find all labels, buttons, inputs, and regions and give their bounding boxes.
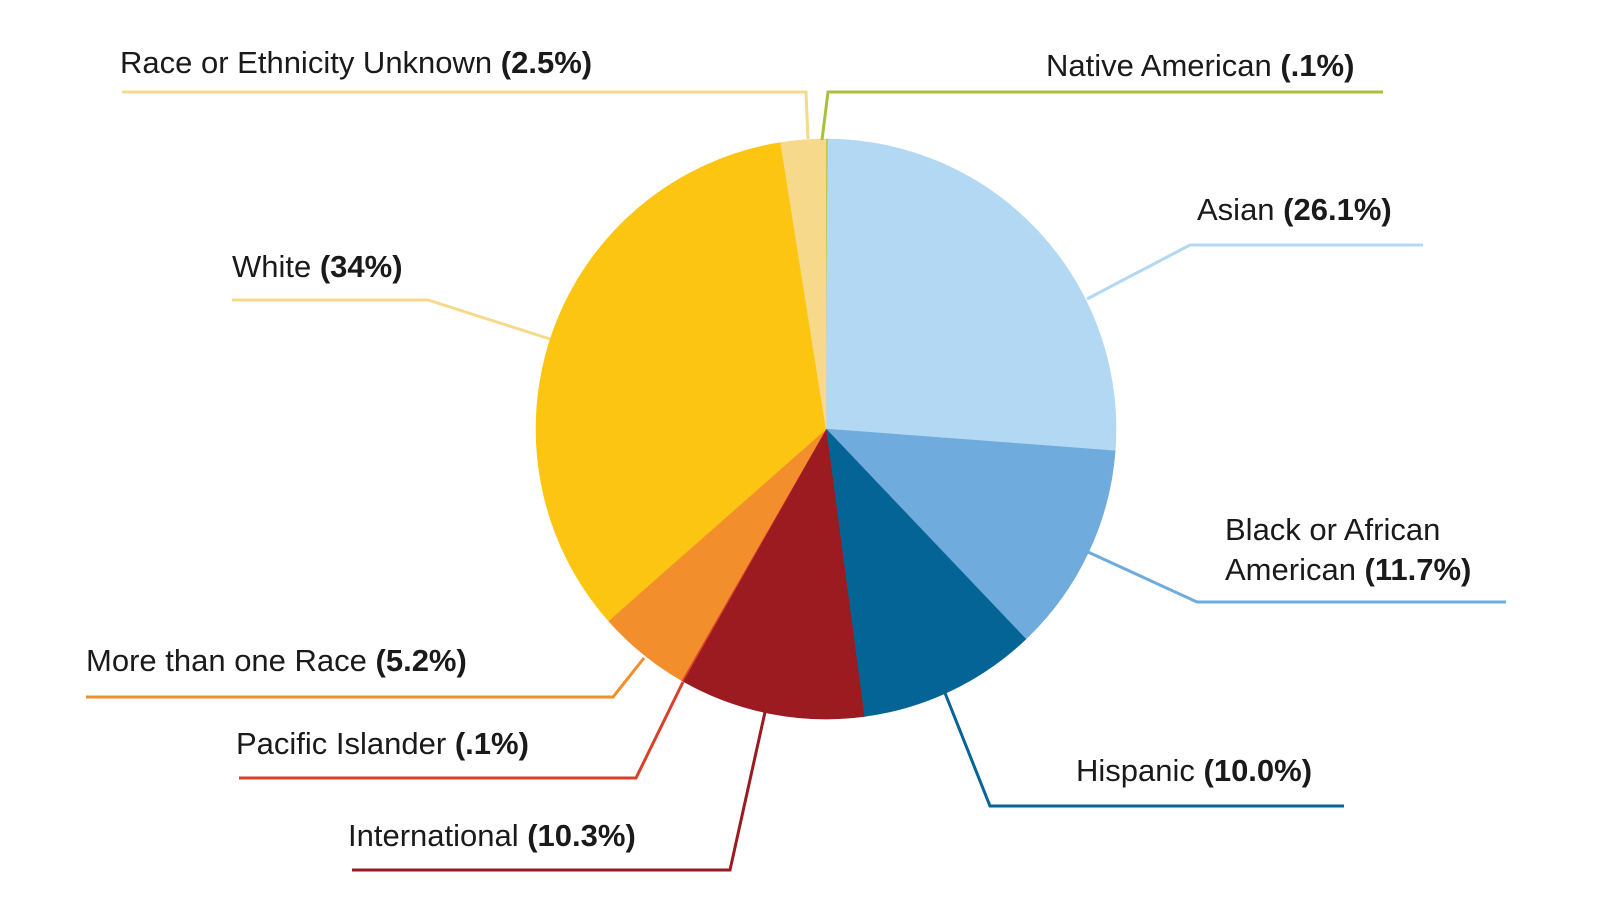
pie-slices xyxy=(535,138,1117,720)
slice-label-race-or-ethnicity-unknown: Race or Ethnicity Unknown (2.5%) xyxy=(120,45,592,80)
leader-line-white xyxy=(232,298,551,341)
leader-line-race-or-ethnicity-unknown xyxy=(122,90,810,140)
slice-label-international: International (10.3%) xyxy=(348,818,636,853)
slice-label-hispanic: Hispanic (10.0%) xyxy=(1076,753,1312,788)
slice-value-black-or-african-american: (11.7%) xyxy=(1365,552,1472,587)
pie-slice-white xyxy=(535,142,827,622)
slice-value-race-or-ethnicity-unknown: (2.5%) xyxy=(501,45,592,80)
pie-slice-race-or-ethnicity-unknown xyxy=(780,138,827,430)
slice-label-white: White (34%) xyxy=(232,249,403,284)
slice-value-pacific-islander: (.1%) xyxy=(455,726,529,761)
slice-value-white: (34%) xyxy=(320,249,403,284)
slice-label-pacific-islander: Pacific Islander (.1%) xyxy=(236,726,529,761)
leader-line-international xyxy=(352,711,767,872)
slice-label-black-or-african-american-line-1: Black or African xyxy=(1225,512,1440,547)
slice-labels: Native American (.1%) Asian (26.1%) Black … xyxy=(86,45,1471,853)
leader-line-asian xyxy=(1086,243,1423,301)
slice-label-native-american: Native American (.1%) xyxy=(1046,48,1354,83)
slice-value-hispanic: (10.0%) xyxy=(1204,753,1313,788)
slice-label-black-or-african-american-line-2: American (11.7%) xyxy=(1225,552,1471,587)
leader-line-black-or-african-american xyxy=(1087,550,1506,604)
leader-line-pacific-islander xyxy=(239,681,685,780)
pie-slice-hispanic xyxy=(825,428,1027,717)
leader-line-hispanic xyxy=(943,692,1344,808)
leader-lines xyxy=(86,90,1506,872)
slice-value-more-than-one-race: (5.2%) xyxy=(376,643,467,678)
leader-line-more-than-one-race xyxy=(86,657,646,699)
pie-slice-asian xyxy=(825,138,1117,452)
slice-value-asian: (26.1%) xyxy=(1283,192,1392,227)
slice-value-native-american: (.1%) xyxy=(1280,48,1354,83)
pie-slice-international xyxy=(682,428,865,720)
slice-label-asian: Asian (26.1%) xyxy=(1197,192,1392,227)
leader-line-native-american xyxy=(820,90,1383,141)
slice-value-international: (10.3%) xyxy=(527,818,636,853)
slice-label-more-than-one-race: More than one Race (5.2%) xyxy=(86,643,467,678)
